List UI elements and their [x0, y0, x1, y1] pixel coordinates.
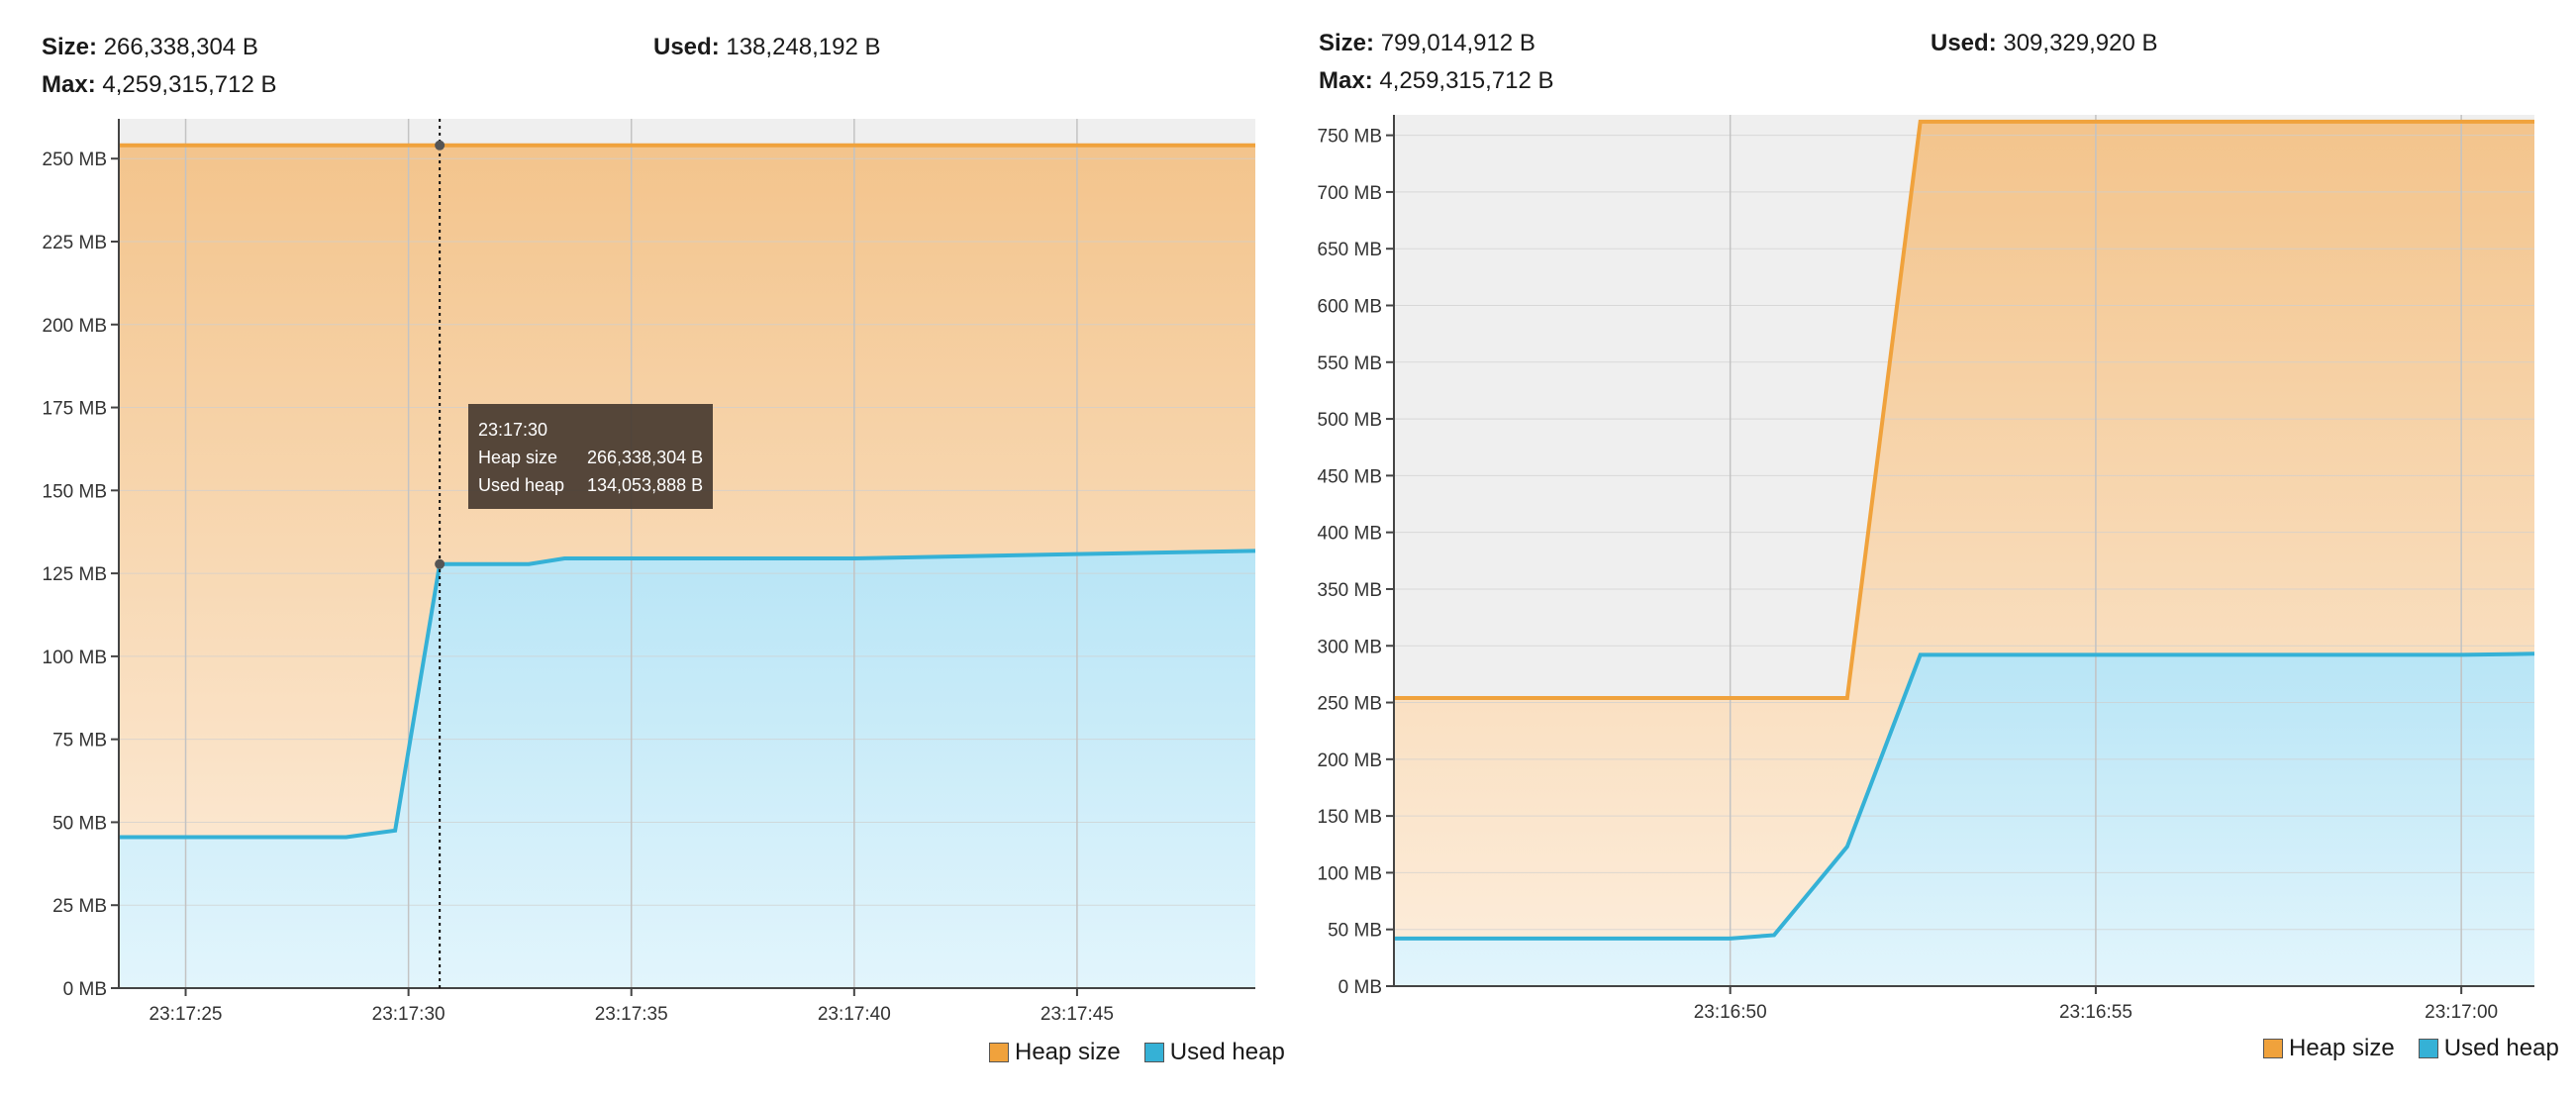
max-label: Max:: [1319, 67, 1373, 94]
legend-heap-swatch: [2263, 1039, 2283, 1058]
y-tick-label: 450 MB: [1318, 466, 1382, 487]
max-stat: Max: 4,259,315,712 B: [42, 71, 277, 99]
y-tick-label: 25 MB: [52, 896, 107, 917]
y-tick-label: 250 MB: [1318, 694, 1382, 715]
crosshair-point: [435, 558, 446, 569]
y-tick-label: 0 MB: [63, 979, 107, 1000]
y-tick-label: 750 MB: [1318, 127, 1382, 148]
size-label: Size:: [42, 34, 98, 60]
y-tick-label: 150 MB: [1318, 807, 1382, 828]
y-tick-label: 75 MB: [52, 731, 107, 751]
x-tick-label: 23:17:00: [2425, 1002, 2498, 1023]
legend-used-swatch: [1143, 1043, 1164, 1062]
y-tick-label: 300 MB: [1318, 637, 1382, 657]
y-tick-label: 50 MB: [1328, 921, 1382, 942]
tooltip-used-row: Used heap 134,053,888 B: [478, 471, 703, 499]
x-tick-label: 23:17:45: [1040, 1004, 1114, 1025]
heap-chart-right[interactable]: 0 MB 50 MB 100 MB 150 MB 200 MB 250 MB 300 MB 3…: [1287, 0, 2576, 1101]
legend-heap-label: Heap size: [2289, 1035, 2395, 1061]
y-tick-label: 400 MB: [1318, 524, 1382, 545]
tooltip-time: 23:17:30: [478, 420, 548, 440]
y-tick-label: 125 MB: [43, 564, 107, 585]
x-tick-label: 23:17:30: [372, 1004, 446, 1025]
used-stat: Used: 309,329,920 B: [1931, 30, 2158, 57]
size-stat: Size: 266,338,304 B: [42, 34, 258, 61]
y-tick-label: 175 MB: [43, 399, 107, 420]
heap-size-line: [1394, 119, 2534, 700]
tooltip-used-value: 134,053,888 B: [587, 475, 704, 495]
y-tick-label: 700 MB: [1318, 183, 1382, 204]
max-stat: Max: 4,259,315,712 B: [1319, 67, 1554, 95]
memory-panel-right: Size: 799,014,912 B Used: 309,329,920 B …: [1287, 0, 2576, 1101]
y-tick-label: 50 MB: [52, 813, 107, 834]
chart-legend: Heap size Used heap: [975, 1039, 1285, 1066]
x-tick-label: 23:17:40: [818, 1004, 891, 1025]
crosshair-point: [435, 140, 446, 150]
tooltip-used-label: Used heap: [478, 475, 565, 495]
x-tick-label: 23:16:55: [2059, 1002, 2132, 1023]
y-tick-label: 150 MB: [43, 481, 107, 502]
y-tick-label: 0 MB: [1338, 977, 1382, 998]
legend-item-used[interactable]: Used heap: [2418, 1035, 2559, 1062]
x-tick-label: 23:16:50: [1694, 1002, 1767, 1023]
legend-item-heap[interactable]: Heap size: [2263, 1035, 2395, 1062]
used-label: Used:: [653, 34, 720, 60]
legend-heap-label: Heap size: [1015, 1039, 1121, 1065]
tooltip-heap-label: Heap size: [478, 448, 558, 467]
legend-used-label: Used heap: [1169, 1039, 1285, 1065]
chart-tooltip: 23:17:30 Heap size 266,338,304 B Used he…: [468, 404, 714, 509]
legend-used-label: Used heap: [2443, 1035, 2559, 1061]
y-tick-label: 600 MB: [1318, 297, 1382, 318]
legend-item-heap[interactable]: Heap size: [989, 1039, 1121, 1066]
used-value: 138,248,192 B: [726, 34, 881, 60]
used-heap-line: [119, 549, 1256, 840]
max-value: 4,259,315,712 B: [1379, 67, 1554, 94]
max-value: 4,259,315,712 B: [102, 71, 277, 98]
used-label: Used:: [1931, 30, 1997, 56]
y-tick-label: 200 MB: [1318, 751, 1382, 771]
y-tick-label: 200 MB: [43, 316, 107, 337]
legend-heap-swatch: [989, 1043, 1009, 1062]
y-tick-label: 100 MB: [1318, 863, 1382, 884]
memory-panel-left: Size: 266,338,304 B Used: 138,248,192 B …: [0, 0, 1285, 1101]
tooltip-heap-value: 266,338,304 B: [587, 448, 704, 467]
used-heap-area: [119, 550, 1255, 988]
x-tick-label: 23:17:25: [149, 1004, 223, 1025]
x-tick-label: 23:17:35: [595, 1004, 668, 1025]
size-label: Size:: [1319, 30, 1375, 56]
y-tick-label: 500 MB: [1318, 410, 1382, 431]
size-value: 799,014,912 B: [1380, 30, 1536, 56]
size-value: 266,338,304 B: [103, 34, 258, 60]
tooltip-heap-row: Heap size 266,338,304 B: [478, 444, 703, 471]
used-heap-area: [1394, 653, 2534, 986]
y-tick-label: 650 MB: [1318, 240, 1382, 260]
used-heap-line: [1394, 651, 2535, 941]
y-tick-label: 100 MB: [43, 648, 107, 668]
legend-used-swatch: [2418, 1039, 2438, 1058]
size-stat: Size: 799,014,912 B: [1319, 30, 1536, 57]
chart-legend: Heap size Used heap: [2249, 1035, 2559, 1062]
y-tick-label: 225 MB: [43, 233, 107, 253]
used-value: 309,329,920 B: [2003, 30, 2158, 56]
y-tick-label: 250 MB: [43, 150, 107, 170]
y-tick-label: 550 MB: [1318, 353, 1382, 374]
max-label: Max:: [42, 71, 96, 98]
y-tick-label: 350 MB: [1318, 580, 1382, 601]
legend-item-used[interactable]: Used heap: [1143, 1039, 1285, 1066]
heap-chart-left[interactable]: 0 MB 25 MB 50 MB 75 MB 100 MB 125 MB 150 MB 175…: [0, 0, 1277, 1101]
used-stat: Used: 138,248,192 B: [653, 34, 881, 61]
